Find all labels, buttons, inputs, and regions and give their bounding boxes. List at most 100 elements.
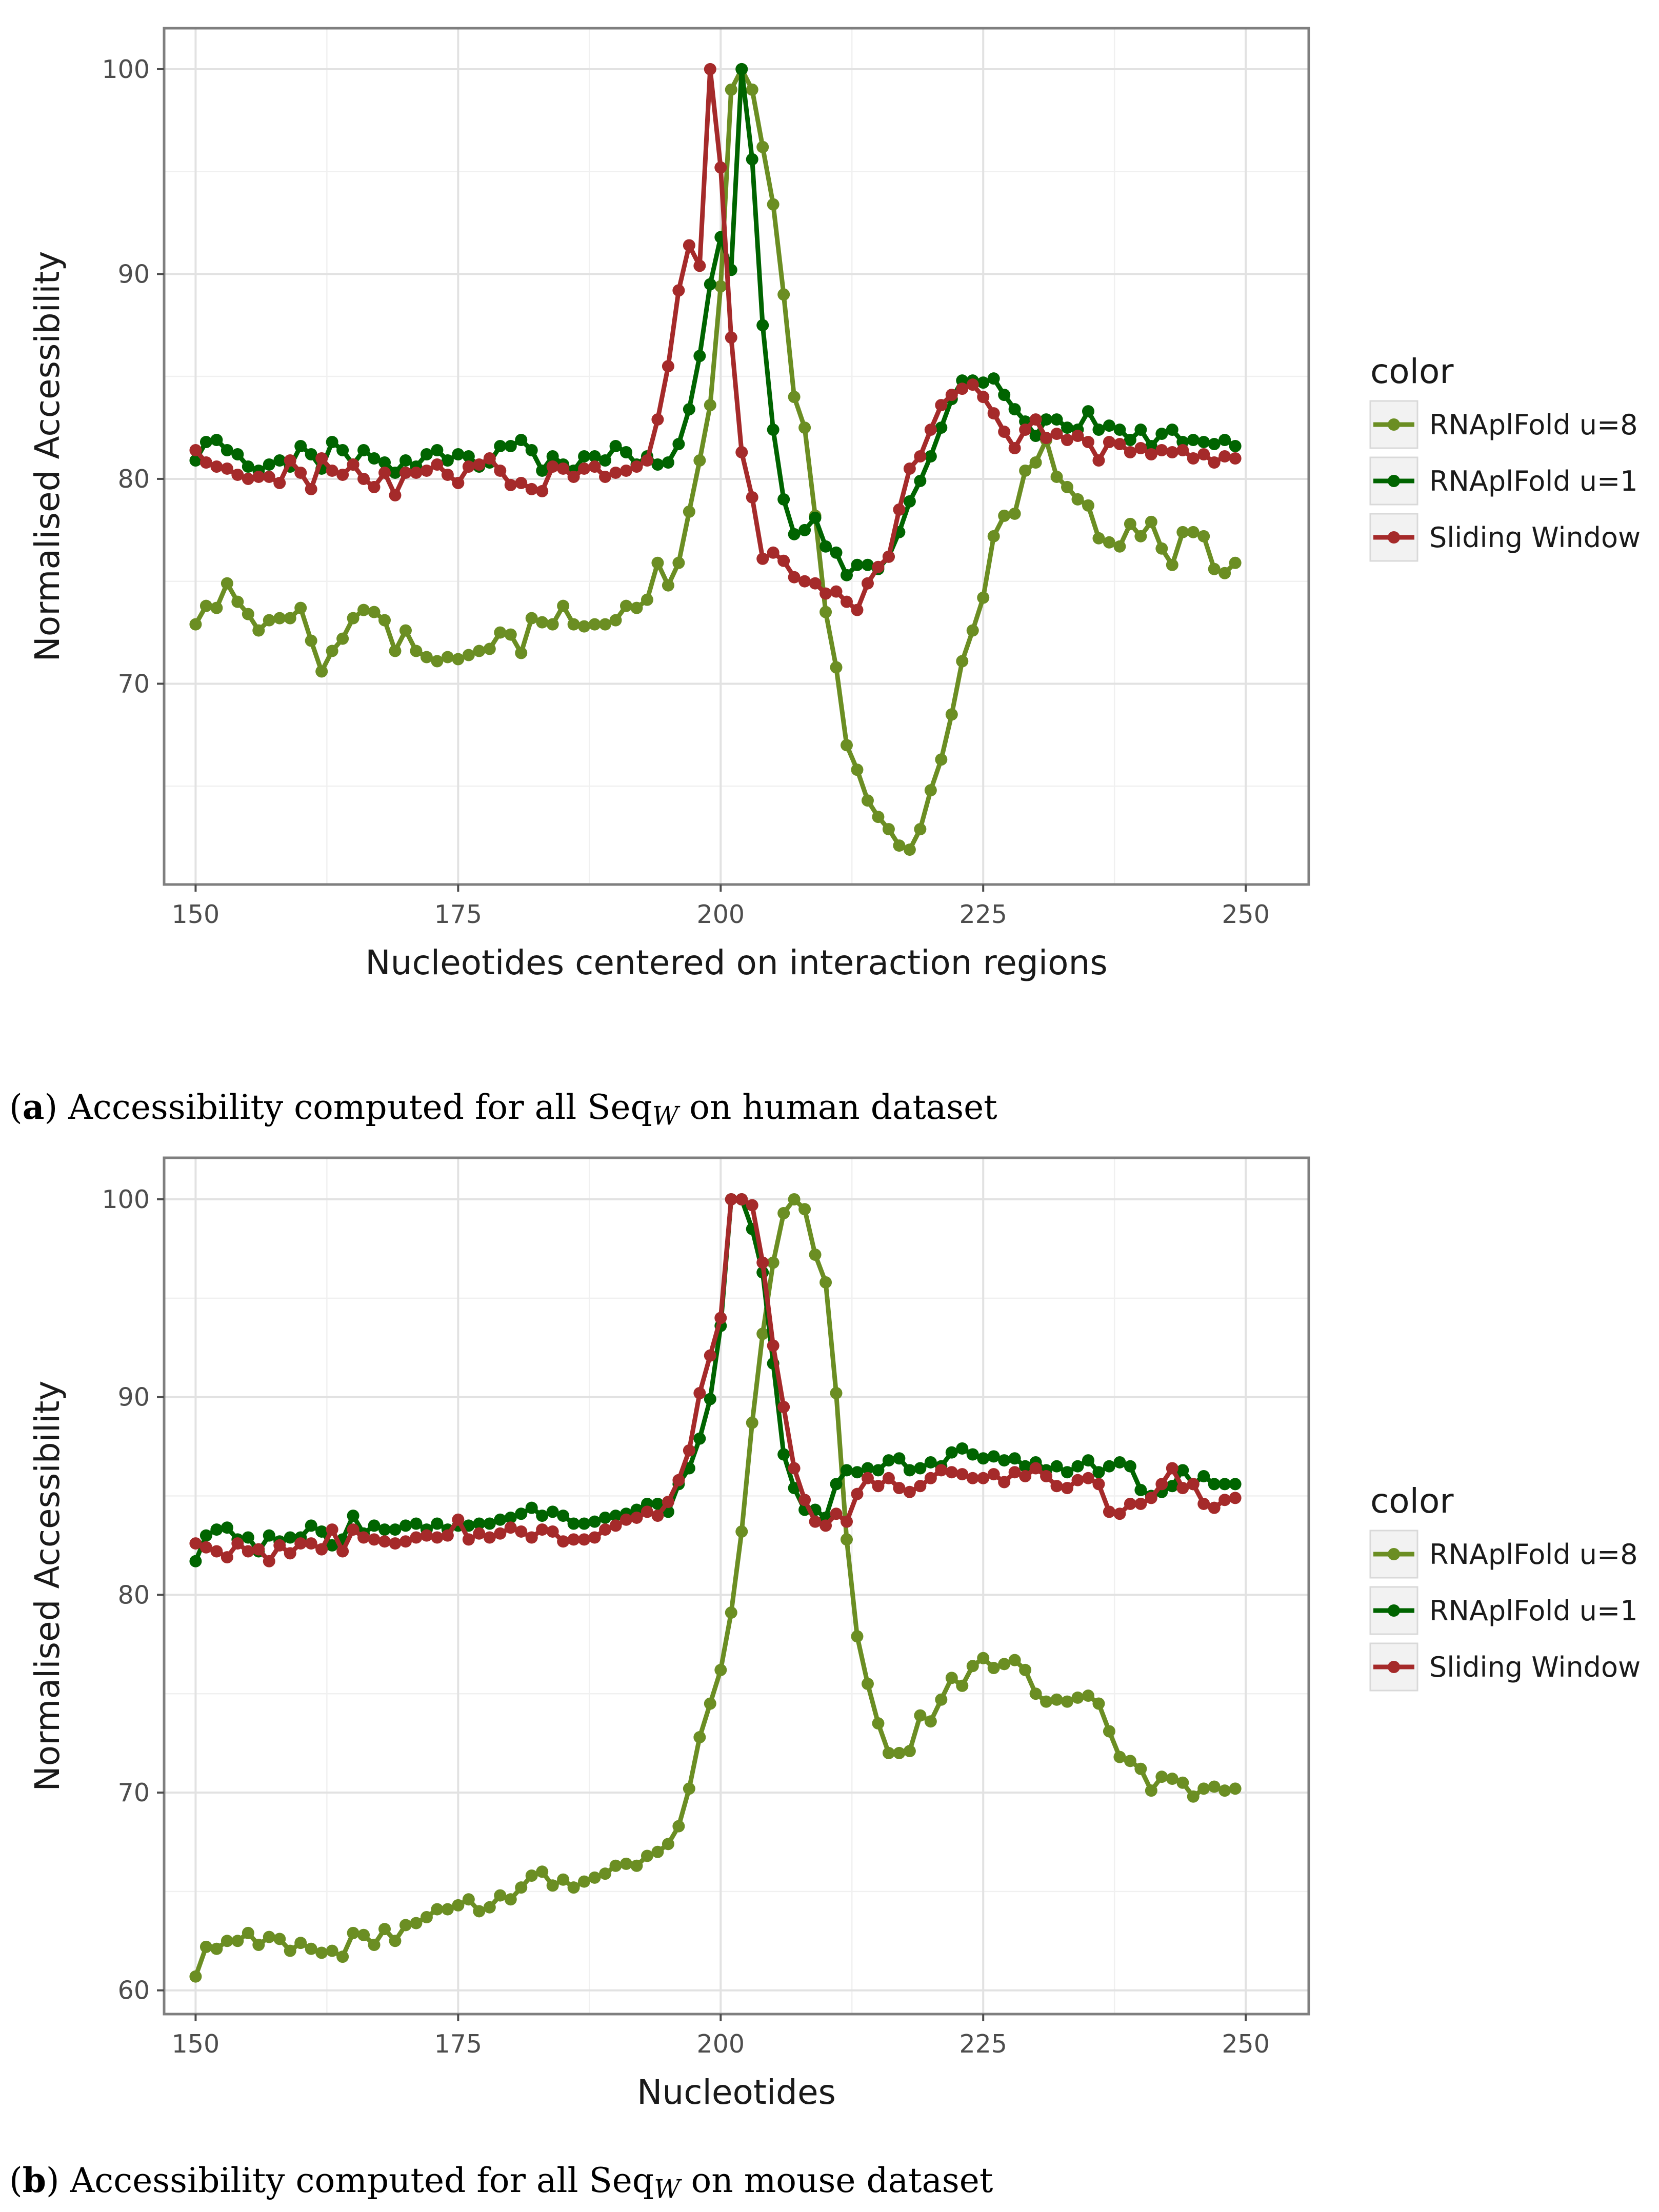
data-point bbox=[357, 444, 370, 457]
data-point bbox=[966, 1472, 979, 1484]
data-point bbox=[788, 1482, 801, 1495]
data-point bbox=[672, 1474, 685, 1486]
data-point bbox=[662, 579, 674, 592]
data-point bbox=[525, 1869, 538, 1882]
data-point bbox=[872, 811, 885, 823]
data-point bbox=[1071, 1460, 1084, 1473]
data-point bbox=[504, 478, 517, 491]
legend-item: RNAplFold u=8 bbox=[1369, 400, 1638, 449]
data-point bbox=[830, 661, 843, 674]
x-tick-label: 200 bbox=[697, 2029, 745, 2059]
data-point bbox=[841, 595, 853, 608]
chart-panel-a: 150 175 200 225 250 70 80 90 100 Nucleotides cent… bbox=[9, 27, 1641, 1131]
data-point bbox=[893, 1482, 906, 1495]
legend-item: Sliding Window bbox=[1369, 1642, 1641, 1692]
data-point bbox=[441, 1529, 454, 1542]
data-point bbox=[378, 1535, 391, 1548]
data-point bbox=[1092, 454, 1105, 467]
x-axis-title: Nucleotides bbox=[637, 2073, 836, 2112]
data-point bbox=[841, 739, 853, 752]
legend-label: Sliding Window bbox=[1429, 521, 1641, 554]
data-point bbox=[851, 1630, 864, 1643]
data-point bbox=[777, 288, 790, 301]
data-point bbox=[588, 618, 601, 631]
data-point bbox=[1082, 405, 1094, 418]
data-point bbox=[1040, 432, 1053, 445]
data-point bbox=[893, 839, 906, 852]
series-rnaplfold-u-1 bbox=[189, 63, 1242, 581]
data-point bbox=[336, 444, 349, 457]
data-point bbox=[452, 1513, 465, 1526]
data-point bbox=[326, 1944, 338, 1957]
data-point bbox=[935, 1464, 948, 1477]
data-point bbox=[494, 464, 507, 477]
data-point bbox=[851, 604, 864, 616]
data-point bbox=[1092, 1478, 1105, 1491]
data-point bbox=[651, 1497, 664, 1510]
data-point bbox=[914, 474, 927, 487]
data-point bbox=[263, 470, 275, 483]
data-point bbox=[777, 1448, 790, 1461]
data-point bbox=[788, 391, 801, 404]
data-point bbox=[189, 444, 202, 457]
data-point bbox=[935, 421, 948, 434]
x-tick-label: 175 bbox=[434, 900, 483, 929]
data-point bbox=[1008, 507, 1021, 520]
data-point bbox=[977, 1652, 990, 1664]
data-point bbox=[756, 1328, 769, 1340]
data-point bbox=[462, 460, 475, 473]
chart-panel-b: 150 175 200 225 250 60 70 80 90 100 Nucleotides Nor… bbox=[9, 1156, 1641, 2204]
data-point bbox=[662, 456, 674, 469]
data-point bbox=[767, 1339, 779, 1352]
data-point bbox=[1082, 499, 1094, 512]
data-point bbox=[714, 1312, 727, 1324]
data-point bbox=[242, 472, 254, 485]
data-point bbox=[263, 614, 275, 627]
data-point bbox=[210, 1545, 223, 1558]
data-point bbox=[1155, 1771, 1168, 1783]
data-point bbox=[746, 1416, 758, 1429]
data-point bbox=[735, 1193, 748, 1205]
x-tick-label: 225 bbox=[959, 2029, 1007, 2059]
data-point bbox=[619, 599, 632, 612]
data-point bbox=[1187, 526, 1200, 538]
data-point bbox=[1155, 444, 1168, 457]
data-point bbox=[473, 1517, 486, 1530]
data-point bbox=[336, 1545, 349, 1558]
data-point bbox=[1208, 1780, 1221, 1793]
data-point bbox=[389, 466, 402, 479]
data-point bbox=[1008, 403, 1021, 416]
data-point bbox=[966, 378, 979, 391]
data-point bbox=[1134, 424, 1147, 436]
data-point bbox=[872, 1717, 885, 1730]
data-point bbox=[756, 1256, 769, 1269]
data-point bbox=[1082, 1454, 1094, 1467]
data-point bbox=[536, 1510, 549, 1522]
data-point bbox=[1134, 530, 1147, 542]
data-point bbox=[326, 436, 338, 449]
data-point bbox=[389, 1935, 402, 1947]
data-point bbox=[903, 495, 916, 508]
data-point bbox=[420, 448, 433, 461]
data-point bbox=[546, 450, 559, 462]
data-point bbox=[893, 1452, 906, 1465]
data-point bbox=[851, 1487, 864, 1500]
data-point bbox=[651, 458, 664, 471]
legend-title: color bbox=[1370, 1481, 1454, 1521]
data-point bbox=[294, 601, 307, 614]
data-point bbox=[977, 1452, 990, 1465]
legend-label: RNAplFold u=1 bbox=[1429, 1595, 1638, 1627]
data-point bbox=[1229, 1782, 1242, 1795]
data-point bbox=[830, 1386, 843, 1399]
data-point bbox=[725, 83, 737, 96]
data-point bbox=[1103, 1460, 1115, 1473]
data-point bbox=[588, 1531, 601, 1544]
data-point bbox=[284, 1547, 296, 1560]
data-point bbox=[746, 153, 758, 166]
data-point bbox=[221, 444, 233, 457]
data-point bbox=[809, 511, 822, 524]
x-axis-title: Nucleotides centered on interaction regi… bbox=[365, 943, 1108, 982]
data-point bbox=[861, 1462, 874, 1475]
data-point bbox=[567, 618, 580, 631]
data-point bbox=[389, 489, 402, 501]
